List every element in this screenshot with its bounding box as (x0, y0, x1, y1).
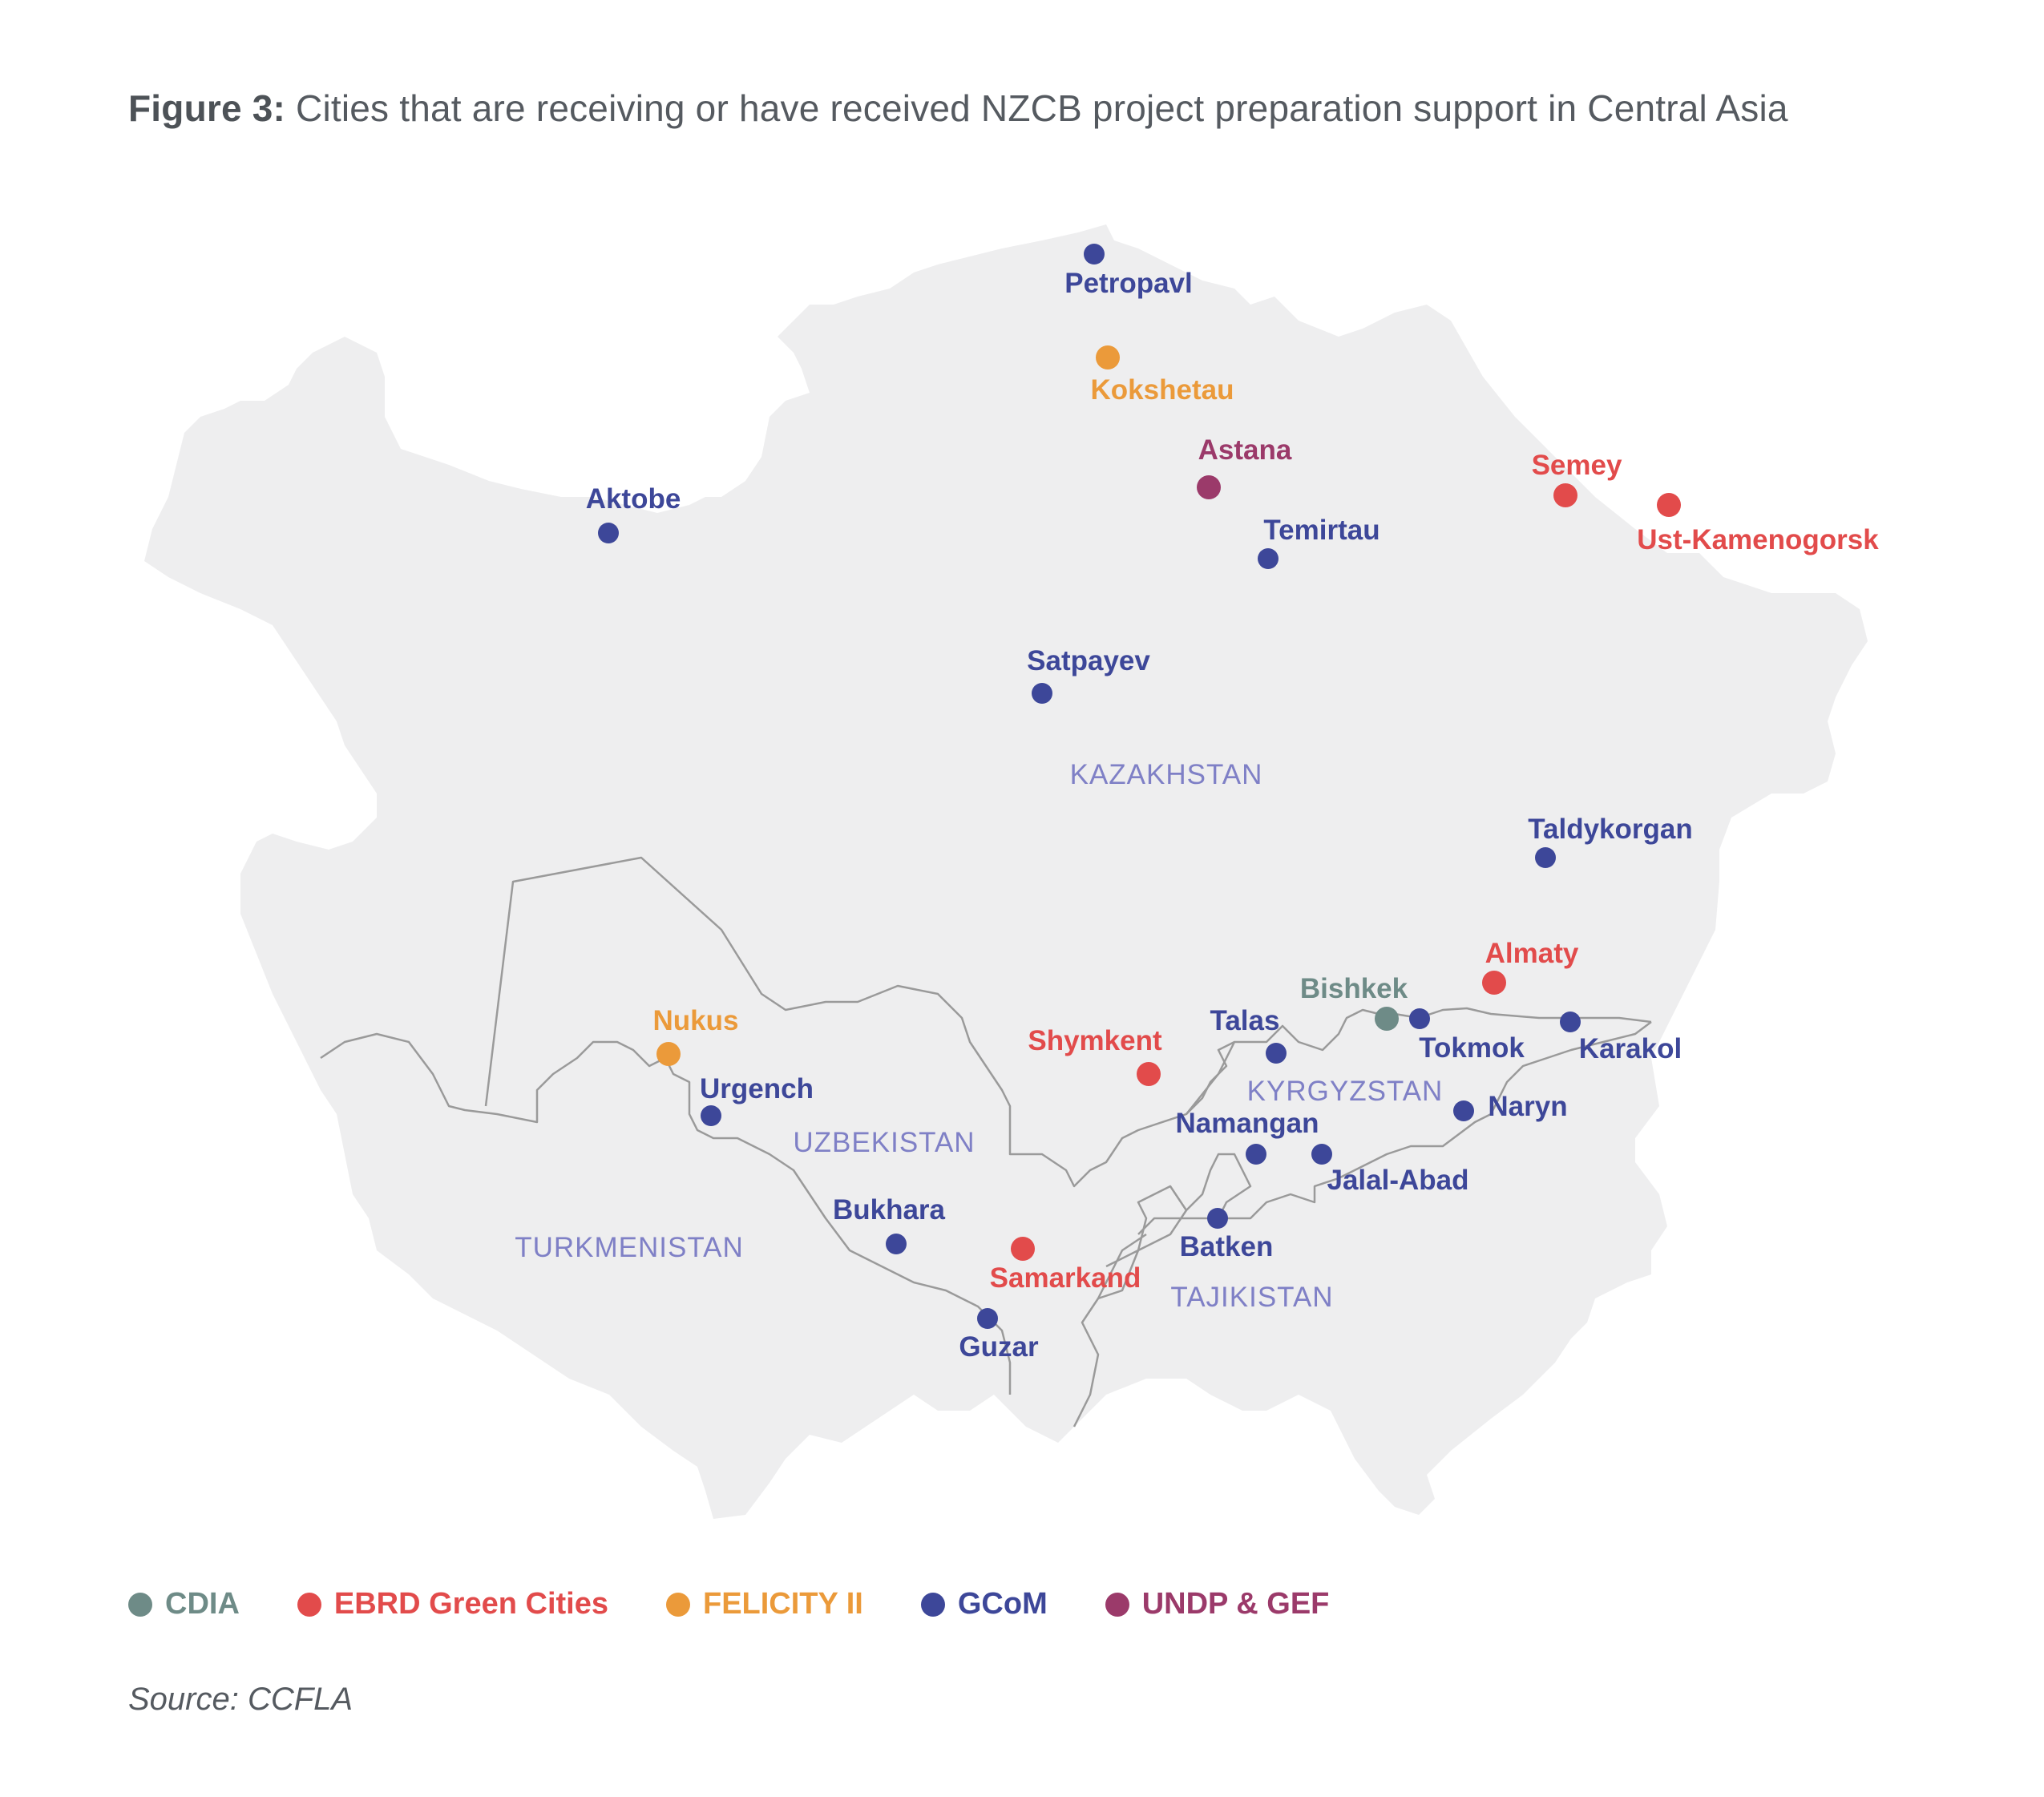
city-marker-tokmok[interactable] (1409, 1008, 1430, 1029)
city-label-karakol: Karakol (1579, 1033, 1682, 1064)
country-label-kazakhstan: KAZAKHSTAN (1070, 759, 1263, 790)
city-label-semey: Semey (1532, 450, 1622, 481)
city-label-bishkek: Bishkek (1300, 973, 1408, 1004)
city-marker-batken[interactable] (1207, 1208, 1228, 1229)
city-marker-shymkent[interactable] (1137, 1062, 1161, 1086)
city-label-kokshetau: Kokshetau (1091, 374, 1234, 406)
landmass (144, 224, 1868, 1519)
legend-dot-undp (1105, 1592, 1129, 1617)
city-marker-urgench[interactable] (701, 1105, 721, 1126)
city-label-tokmok: Tokmok (1419, 1032, 1525, 1064)
city-marker-semey[interactable] (1553, 483, 1577, 507)
legend-label-ebrd: EBRD Green Cities (333, 1587, 608, 1621)
legend-item-undp: UNDP & GEF (1105, 1587, 1330, 1621)
city-label-temirtau: Temirtau (1263, 515, 1379, 546)
city-label-petropavl: Petropavl (1064, 268, 1193, 299)
city-label-naryn: Naryn (1488, 1091, 1567, 1122)
city-marker-guzar[interactable] (977, 1308, 998, 1329)
city-marker-satpayev[interactable] (1032, 683, 1052, 704)
city-marker-nukus[interactable] (656, 1042, 681, 1066)
city-label-jalal-abad: Jalal-Abad (1327, 1165, 1469, 1196)
legend-label-gcom: GCoM (957, 1587, 1048, 1621)
border-turkmenistan-north (320, 1032, 1012, 1395)
legend: CDIA EBRD Green Cities FELICITY II GCoM … (128, 1587, 1329, 1621)
city-label-aktobe: Aktobe (586, 483, 681, 515)
country-label-kyrgyzstan: KYRGYZSTAN (1247, 1076, 1444, 1107)
country-label-uzbekistan: UZBEKISTAN (793, 1127, 975, 1158)
city-marker-almaty[interactable] (1482, 971, 1506, 995)
city-label-bukhara: Bukhara (833, 1194, 946, 1226)
figure-caption: Cities that are receiving or have receiv… (296, 87, 1788, 129)
legend-item-cdia: CDIA (128, 1587, 240, 1621)
figure-label: Figure 3: (128, 87, 286, 129)
city-label-nukus: Nukus (653, 1005, 739, 1036)
city-marker-taldykorgan[interactable] (1535, 847, 1556, 868)
city-label-shymkent: Shymkent (1028, 1025, 1162, 1056)
city-markers: Petropavl Kokshetau Astana Semey Ust-Kam… (586, 244, 1879, 1363)
city-label-urgench: Urgench (700, 1073, 814, 1104)
legend-label-felicity: FELICITY II (702, 1587, 863, 1621)
city-marker-astana[interactable] (1197, 475, 1221, 499)
city-label-samarkand: Samarkand (990, 1262, 1141, 1294)
city-marker-jalal-abad[interactable] (1311, 1144, 1332, 1165)
source-note: Source: CCFLA (128, 1682, 353, 1717)
city-marker-petropavl[interactable] (1084, 244, 1105, 265)
legend-item-felicity: FELICITY II (665, 1587, 863, 1621)
city-label-taldykorgan: Taldykorgan (1528, 814, 1693, 845)
legend-dot-felicity (665, 1592, 690, 1617)
country-label-tajikistan: TAJIKISTAN (1170, 1282, 1333, 1313)
legend-item-gcom: GCoM (920, 1587, 1048, 1621)
country-labels: KAZAKHSTAN UZBEKISTAN TURKMENISTAN KYRGY… (515, 759, 1444, 1313)
legend-label-cdia: CDIA (165, 1587, 240, 1621)
city-marker-naryn[interactable] (1453, 1100, 1474, 1121)
border-fergana (1097, 1209, 1218, 1299)
city-marker-namangan[interactable] (1246, 1144, 1266, 1165)
city-label-ust-kamenogorsk: Ust-Kamenogorsk (1637, 524, 1879, 555)
legend-item-ebrd: EBRD Green Cities (297, 1587, 608, 1621)
legend-dot-ebrd (297, 1592, 321, 1617)
city-marker-bukhara[interactable] (886, 1234, 907, 1254)
city-marker-aktobe[interactable] (598, 523, 619, 543)
city-label-batken: Batken (1180, 1231, 1274, 1262)
city-marker-temirtau[interactable] (1258, 548, 1279, 569)
country-label-turkmenistan: TURKMENISTAN (515, 1232, 744, 1263)
city-label-almaty: Almaty (1485, 938, 1579, 969)
city-label-guzar: Guzar (959, 1331, 1039, 1363)
city-label-talas: Talas (1210, 1005, 1280, 1036)
city-label-satpayev: Satpayev (1027, 645, 1150, 676)
city-marker-samarkand[interactable] (1011, 1237, 1035, 1261)
city-marker-bishkek[interactable] (1375, 1007, 1399, 1031)
city-marker-karakol[interactable] (1560, 1012, 1581, 1032)
city-marker-kokshetau[interactable] (1096, 345, 1120, 369)
city-marker-ust-kamenogorsk[interactable] (1657, 493, 1681, 517)
figure-title: Figure 3: Cities that are receiving or h… (128, 87, 1788, 130)
border-kyrgyz-west (1186, 1040, 1235, 1115)
legend-dot-cdia (128, 1592, 152, 1617)
city-label-astana: Astana (1198, 434, 1292, 466)
city-label-namangan: Namangan (1176, 1108, 1319, 1139)
legend-label-undp: UNDP & GEF (1141, 1587, 1330, 1621)
city-marker-talas[interactable] (1266, 1043, 1287, 1064)
legend-dot-gcom (920, 1592, 945, 1617)
